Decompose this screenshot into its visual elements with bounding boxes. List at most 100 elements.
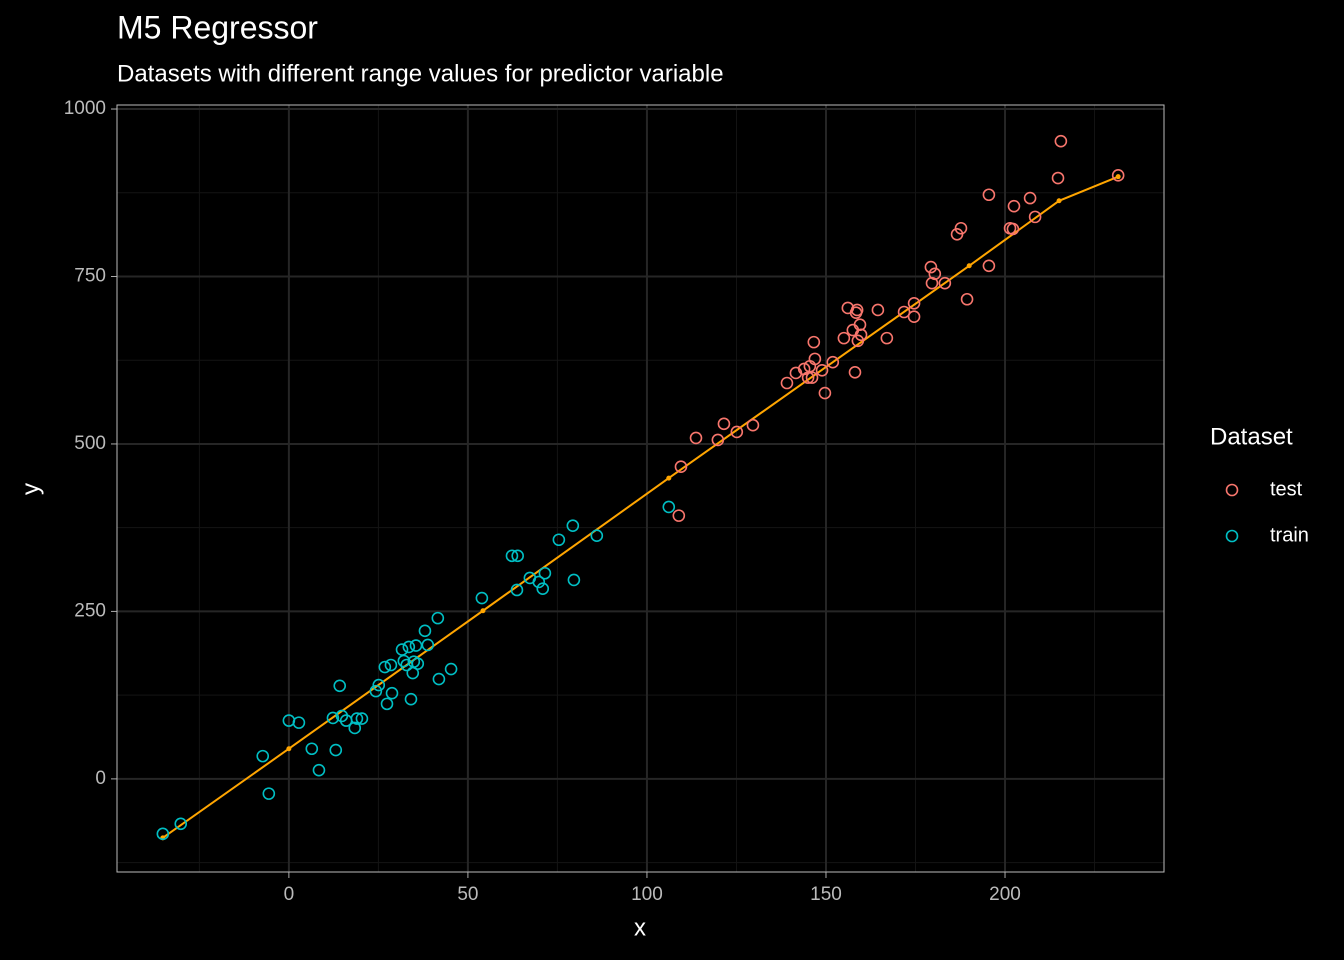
point [1051,171,1065,185]
point [256,749,270,763]
point [536,582,550,595]
point [938,276,952,290]
point [312,763,326,777]
point [510,583,524,597]
point [156,827,170,841]
point [662,500,676,514]
fit-point [966,263,972,269]
chart-subtitle: Datasets with different range values for… [117,60,724,87]
point [355,712,369,725]
point [897,305,911,319]
x-tick-label: 150 [810,884,842,905]
chart-title: M5 Regressor [117,9,318,45]
point [880,331,894,345]
point [385,686,399,700]
point [711,433,725,447]
y-tick-label: 1000 [64,98,106,119]
point [982,188,996,202]
point [746,418,760,432]
point [333,679,347,693]
point [818,386,832,400]
point [1007,199,1021,213]
legend-marker [1225,529,1239,543]
point [384,658,398,672]
point [378,660,392,674]
point [848,365,862,379]
point [1028,210,1042,224]
point [567,573,581,587]
x-tick-label: 200 [989,884,1021,905]
point [292,716,306,729]
point [730,425,744,439]
point [928,267,942,281]
fit-point [666,475,672,481]
point [1111,169,1125,182]
legend-title: Dataset [1210,423,1293,450]
point [1054,134,1068,148]
point [326,711,340,725]
point [853,318,867,332]
point [854,328,868,342]
point [475,591,489,605]
point [505,549,519,563]
point [552,533,566,547]
panel-border [116,104,1165,873]
y-tick-label: 0 [95,768,106,789]
fit-point [1056,198,1062,204]
point [907,296,921,310]
legend-marker [1225,483,1239,497]
x-axis-title: x [634,914,646,941]
legend-label: train [1270,524,1309,546]
legend-label: test [1270,478,1303,500]
point [372,678,386,692]
point [431,611,445,625]
point [826,355,840,369]
point [262,787,276,800]
point [982,259,996,273]
point [717,417,731,431]
y-tick-label: 500 [74,433,106,454]
point [907,310,921,323]
fit-point [1115,174,1121,180]
fit-point [286,746,292,752]
point [350,712,364,725]
x-tick-label: 100 [631,884,663,905]
point [404,692,418,706]
point [329,743,343,757]
point [1023,191,1037,205]
point [432,672,446,686]
point [672,509,686,522]
point [805,371,819,384]
point [444,662,458,676]
point [369,684,383,698]
point [380,697,394,711]
point [850,303,864,317]
point [590,529,604,543]
point [411,657,425,670]
y-axis-title: y [17,483,44,495]
point [837,331,851,345]
point [418,624,432,638]
point [924,260,938,274]
point [402,640,416,654]
y-tick-label: 750 [74,266,106,287]
point [305,742,319,756]
point [871,303,885,317]
point [780,376,794,390]
point [674,460,688,474]
point [421,638,435,652]
x-tick-label: 50 [457,884,478,905]
point [348,721,362,735]
point [1006,222,1020,236]
point [808,352,822,366]
x-tick-label: 0 [284,884,295,905]
point [960,292,974,306]
point [538,566,552,580]
point [511,549,524,563]
point [409,639,423,652]
point [851,334,865,348]
point [689,431,703,445]
